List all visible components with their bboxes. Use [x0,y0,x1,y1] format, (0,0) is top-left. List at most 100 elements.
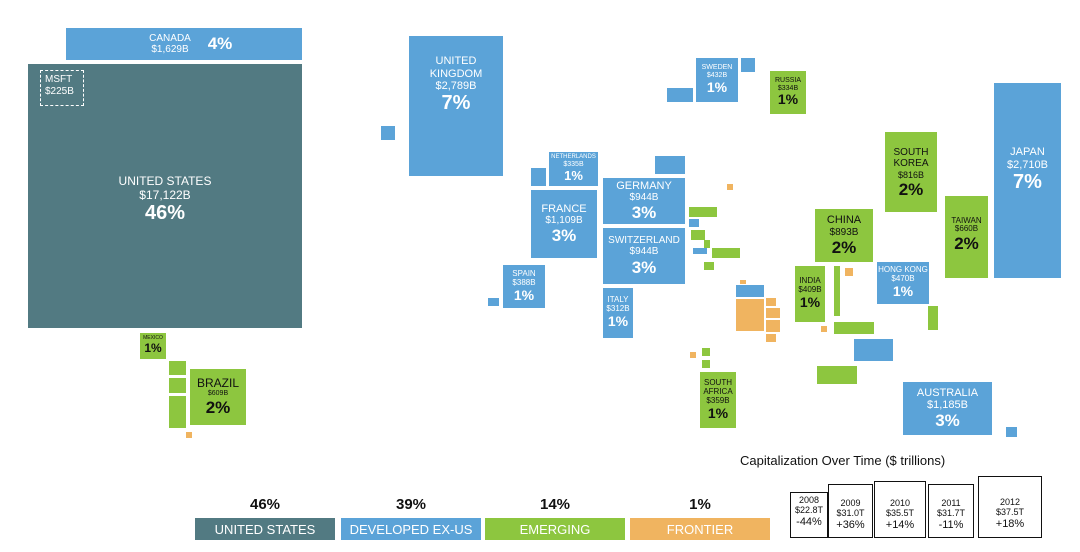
country-value: $312B [606,304,630,314]
country-value: $1,629B [151,44,189,55]
timeline-year-2012: 2012 $37.5T +18% [978,476,1042,538]
country-name: TAIWAN [951,215,982,225]
country-block-united-states [28,64,302,328]
middle-east-block-3 [712,248,740,258]
country-name: BRAZIL [196,375,239,390]
country-value: $17,122B [139,187,191,202]
country-block-italy [603,288,633,338]
country-label-india: INDIA $409B 1% [795,268,825,320]
latam-block-2 [169,378,186,393]
frontier-block-2 [845,268,853,276]
island-block [381,126,395,140]
country-value: $660B [954,224,979,234]
country-label-netherlands: NETHERLANDS $335B 1% [549,152,598,186]
country-block-brazil [190,369,246,425]
country-block-spain [503,265,545,308]
country-label-australia: AUSTRALIA $1,185B 3% [903,382,992,435]
country-value: $2,710B [1007,158,1048,171]
country-name: MEXICO [143,335,163,342]
middle-east-block-1 [704,240,710,248]
country-name: ITALY [607,295,629,305]
africa-block-1 [702,348,710,356]
philippines-block [928,306,938,330]
country-label-germany: GERMANY $944B 3% [603,178,685,224]
gulf-block-1 [736,285,764,297]
country-pct: 3% [631,203,657,223]
legend-pct-frontier: 1% [689,496,711,513]
timeline-year: 2012 [999,497,1021,507]
msft-value: $225B [45,85,74,97]
malaysia-block [854,339,893,361]
country-block-netherlands [549,152,598,186]
country-block-mexico [140,333,166,359]
country-name: CHINA [826,214,862,227]
country-name: SWITZERLAND [608,235,680,247]
country-pct: 1% [706,78,728,95]
country-block-hong-kong [877,262,929,304]
country-block-china [815,209,873,262]
country-block-taiwan [945,196,988,278]
country-value: $1,185B [927,398,968,411]
asia-block-1 [834,266,840,316]
country-block-australia [903,382,992,435]
timeline-total: $35.5T [885,507,915,518]
timeline-total: $31.7T [936,507,966,518]
country-value: $944B [629,246,659,258]
country-pct: 7% [1013,171,1042,194]
country-value: $609B [207,390,229,398]
middle-east-block-4 [704,262,714,270]
legend-pct-united-states: 46% [249,496,281,513]
middle-east-block-2 [693,248,707,254]
frontier-block-6 [766,320,780,332]
country-label-france: FRANCE $1,109B 3% [531,194,597,254]
country-label-japan: JAPAN $2,710B 7% [994,140,1061,200]
msft-callout: MSFT $225B [40,70,84,106]
country-block-germany [603,178,685,224]
country-pct: 7% [441,92,471,115]
frontier-block-5 [766,308,780,318]
country-name: SOUTH AFRICA [703,377,733,396]
eastern-europe-block-2 [689,219,699,227]
country-pct: 2% [954,234,979,254]
timeline-change: -11% [938,518,964,531]
country-pct: 1% [607,313,629,330]
legend-item-emerging: EMERGING [485,518,625,540]
frontier-block-8 [740,280,746,284]
indonesia-block [817,366,857,384]
country-name: NETHERLANDS [551,154,596,161]
country-value: $359B [706,395,730,405]
frontier-block-3 [821,326,827,332]
timeline-year: 2011 [941,498,961,508]
timeline-change: -44% [796,515,822,528]
country-value: $893B [829,226,859,238]
new-zealand-block [1006,427,1017,437]
country-pct: 3% [631,257,657,277]
msft-name: MSFT [45,74,73,85]
country-block-russia [770,71,806,114]
frontier-block-9 [690,352,696,358]
country-pct-canada: 4% [200,30,240,58]
country-block-france [531,190,597,258]
frontier-block-gulf-large [736,299,764,331]
timeline-year: 2010 [889,498,911,508]
legend-item-developed-ex-us: DEVELOPED EX-US [341,518,481,540]
legend-pct-emerging: 14% [539,496,571,513]
country-label-china: CHINA $893B 2% [815,209,873,262]
timeline-change: +18% [995,517,1025,530]
turkey-block [691,230,705,240]
country-name: AUSTRALIA [916,386,979,399]
legend-item-frontier: FRONTIER [630,518,770,540]
country-pct: 2% [898,179,924,199]
country-pct: 4% [207,34,233,54]
timeline-total: $31.0T [836,507,865,518]
country-pct: 46% [144,202,186,225]
country-block-switzerland [603,228,685,284]
country-label-canada: CANADA $1,629B [120,30,220,58]
country-label-south-africa: SOUTH AFRICA $359B 1% [700,374,736,426]
country-name: SOUTH KOREA [893,147,929,170]
country-label-south-korea: SOUTH KOREA $816B 2% [885,138,937,208]
country-value: $816B [897,169,925,180]
country-pct: 1% [707,404,729,421]
country-pct: 1% [513,286,535,303]
country-pct: 1% [777,91,799,108]
